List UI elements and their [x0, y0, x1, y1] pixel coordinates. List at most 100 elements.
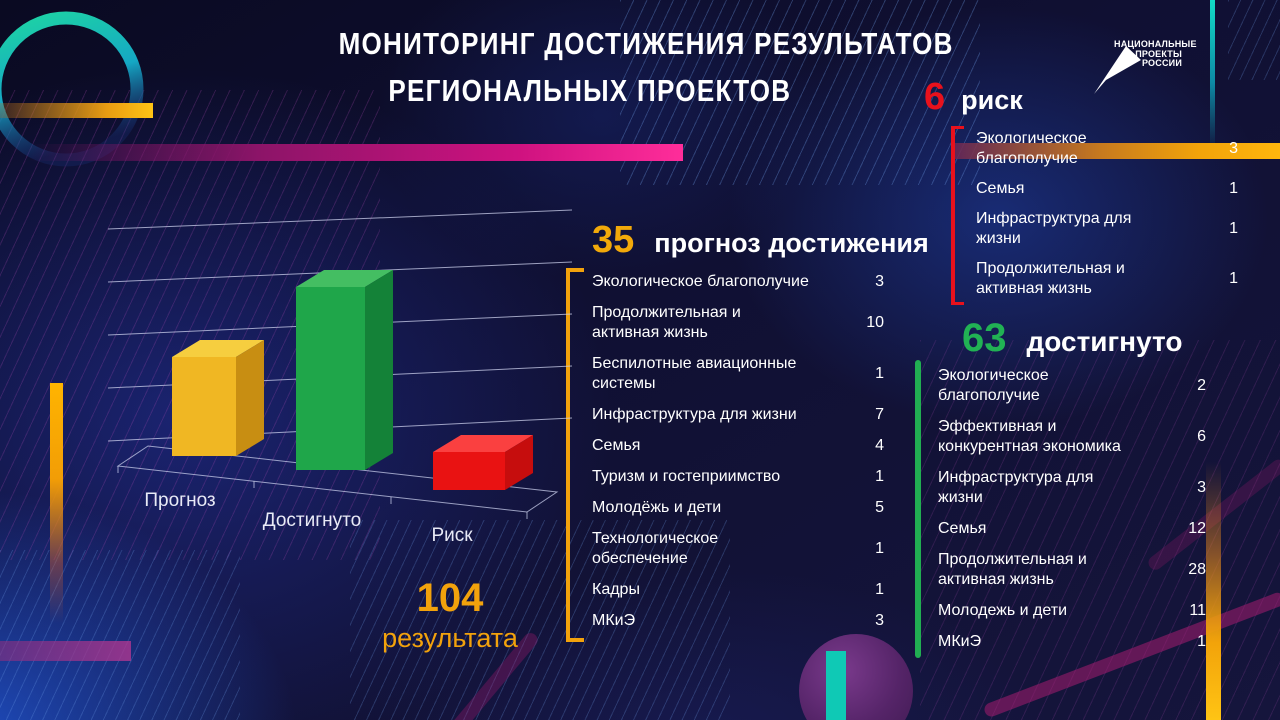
- logo-line-2: ПРОЕКТЫ: [1135, 48, 1182, 59]
- item-value: 1: [1229, 220, 1238, 237]
- list-item: Молодёжь и дети 5: [592, 498, 884, 518]
- item-label: Эффективная и конкурентная экономика: [938, 418, 1121, 455]
- item-value: 3: [1229, 140, 1238, 157]
- item-label: Беспилотные авиационные системы: [592, 355, 797, 392]
- teal-line-decoration: [1210, 0, 1215, 150]
- list-item: МКиЭ 1: [938, 632, 1206, 652]
- item-label: Семья: [976, 180, 1025, 197]
- item-value: 10: [866, 314, 884, 331]
- list-item: Экологическое благополучие 2: [938, 366, 1206, 406]
- item-value: 3: [1197, 479, 1206, 496]
- forecast-heading: 35 прогноз достижения: [592, 219, 929, 262]
- achieved-heading: 63 достигнуто: [962, 316, 1182, 361]
- title-line-2: РЕГИОНАЛЬНЫХ ПРОЕКТОВ: [388, 73, 792, 108]
- list-item: Семья 12: [938, 519, 1206, 539]
- item-value: 1: [875, 468, 884, 485]
- item-value: 1: [1229, 180, 1238, 197]
- item-value: 11: [1189, 602, 1206, 619]
- magenta-bar-decoration: [30, 144, 683, 161]
- item-label: МКиЭ: [938, 633, 982, 650]
- item-value: 28: [1188, 561, 1206, 578]
- purple-bar-decoration: [0, 641, 131, 661]
- item-label: Инфраструктура для жизни: [592, 406, 797, 423]
- total-label: результата: [382, 623, 518, 653]
- teal-ring-decoration: [0, 11, 144, 167]
- item-value: 5: [875, 499, 884, 516]
- item-label: Продолжительная и активная жизнь: [938, 551, 1087, 588]
- risk-bracket: [951, 126, 964, 305]
- achieved-list: Экологическое благополучие 2 Эффективная …: [938, 366, 1206, 663]
- bar-chart-3d: Прогноз Достигнуто Риск: [107, 209, 573, 546]
- item-label: Технологическое обеспечение: [592, 530, 719, 567]
- item-label: Продолжительная и активная жизнь: [976, 260, 1125, 297]
- forecast-count: 35: [592, 219, 635, 261]
- item-value: 4: [875, 437, 884, 454]
- forecast-list: Экологическое благополучие 3 Продолжитель…: [592, 272, 884, 642]
- list-item: Продолжительная и активная жизнь 1: [976, 259, 1238, 299]
- total-value: 104: [416, 576, 484, 620]
- chart-axis-labels: Прогноз Достигнуто Риск: [144, 490, 473, 546]
- risk-list: Экологическое благополучие 3 Семья 1 Инфра…: [976, 129, 1238, 309]
- item-label: Кадры: [592, 581, 640, 598]
- title-line-1: МОНИТОРИНГ ДОСТИЖЕНИЯ РЕЗУЛЬТАТОВ: [338, 26, 954, 61]
- item-label: Экологическое благополучие: [976, 130, 1087, 167]
- list-item: Технологическое обеспечение 1: [592, 529, 884, 569]
- axis-label-forecast: Прогноз: [144, 490, 215, 511]
- list-item: Семья 1: [976, 179, 1238, 199]
- list-item: Продолжительная и активная жизнь 10: [592, 303, 884, 343]
- bar-achieved: [296, 270, 393, 470]
- orange-vertical-bar-decoration: [1206, 462, 1221, 720]
- hatch-top-right: [1228, 0, 1280, 80]
- total-results: 104 результата: [325, 578, 575, 654]
- purple-circle-decoration: [799, 634, 913, 720]
- item-value: 1: [875, 540, 884, 557]
- list-item: Продолжительная и активная жизнь 28: [938, 550, 1206, 590]
- logo-line-3: РОССИИ: [1141, 58, 1182, 68]
- flag-icon: [1094, 46, 1141, 94]
- list-item: Эффективная и конкурентная экономика 6: [938, 417, 1206, 457]
- item-label: Продолжительная и активная жизнь: [592, 304, 741, 341]
- logo-text: НАЦИОНАЛЬНЫЕ ПРОЕКТЫ РОССИИ: [1114, 39, 1197, 69]
- item-value: 6: [1197, 428, 1206, 445]
- item-label: Инфраструктура для жизни: [976, 210, 1132, 247]
- page-title: МОНИТОРИНГ ДОСТИЖЕНИЯ РЕЗУЛЬТАТОВ РЕГИОН…: [280, 26, 953, 120]
- item-label: Семья: [592, 437, 641, 454]
- item-label: Туризм и гостеприимство: [592, 468, 781, 485]
- item-label: Экологическое благополучие: [938, 367, 1049, 404]
- item-value: 3: [875, 273, 884, 290]
- yellow-vertical-bar-decoration: [50, 383, 63, 623]
- item-label: МКиЭ: [592, 612, 636, 629]
- list-item: Инфраструктура для жизни 3: [938, 468, 1206, 508]
- item-label: Молодежь и дети: [938, 602, 1068, 619]
- hatch-bottom-center: [350, 520, 730, 720]
- achieved-count: 63: [962, 316, 1007, 360]
- item-label: Инфраструктура для жизни: [938, 469, 1094, 506]
- list-item: Семья 4: [592, 436, 884, 456]
- item-value: 1: [875, 581, 884, 598]
- chart-floor: [116, 445, 559, 519]
- list-item: Экологическое благополучие 3: [592, 272, 884, 292]
- list-item: Туризм и гостеприимство 1: [592, 467, 884, 487]
- list-item: Инфраструктура для жизни 7: [592, 405, 884, 425]
- achieved-label: достигнуто: [1026, 326, 1183, 357]
- forecast-bracket: [566, 268, 584, 642]
- list-item: Инфраструктура для жизни 1: [976, 209, 1238, 249]
- list-item: Молодежь и дети 11: [938, 601, 1206, 621]
- axis-label-achieved: Достигнуто: [263, 510, 361, 531]
- item-label: Семья: [938, 520, 987, 537]
- item-label: Молодёжь и дети: [592, 499, 722, 516]
- achieved-bracket: [915, 360, 921, 658]
- risk-heading: 6 риск: [924, 76, 1023, 119]
- orange-bar-decoration: [0, 103, 153, 118]
- hatch-bottom-left: [0, 550, 240, 720]
- axis-label-risk: Риск: [431, 525, 473, 546]
- item-value: 1: [1197, 633, 1206, 650]
- item-value: 12: [1188, 520, 1206, 537]
- logo-line-1: НАЦИОНАЛЬНЫЕ: [1114, 39, 1197, 49]
- list-item: Кадры 1: [592, 580, 884, 600]
- bar-risk: [433, 435, 533, 490]
- list-item: Экологическое благополучие 3: [976, 129, 1238, 169]
- forecast-label: прогноз достижения: [654, 228, 929, 258]
- item-value: 1: [875, 365, 884, 382]
